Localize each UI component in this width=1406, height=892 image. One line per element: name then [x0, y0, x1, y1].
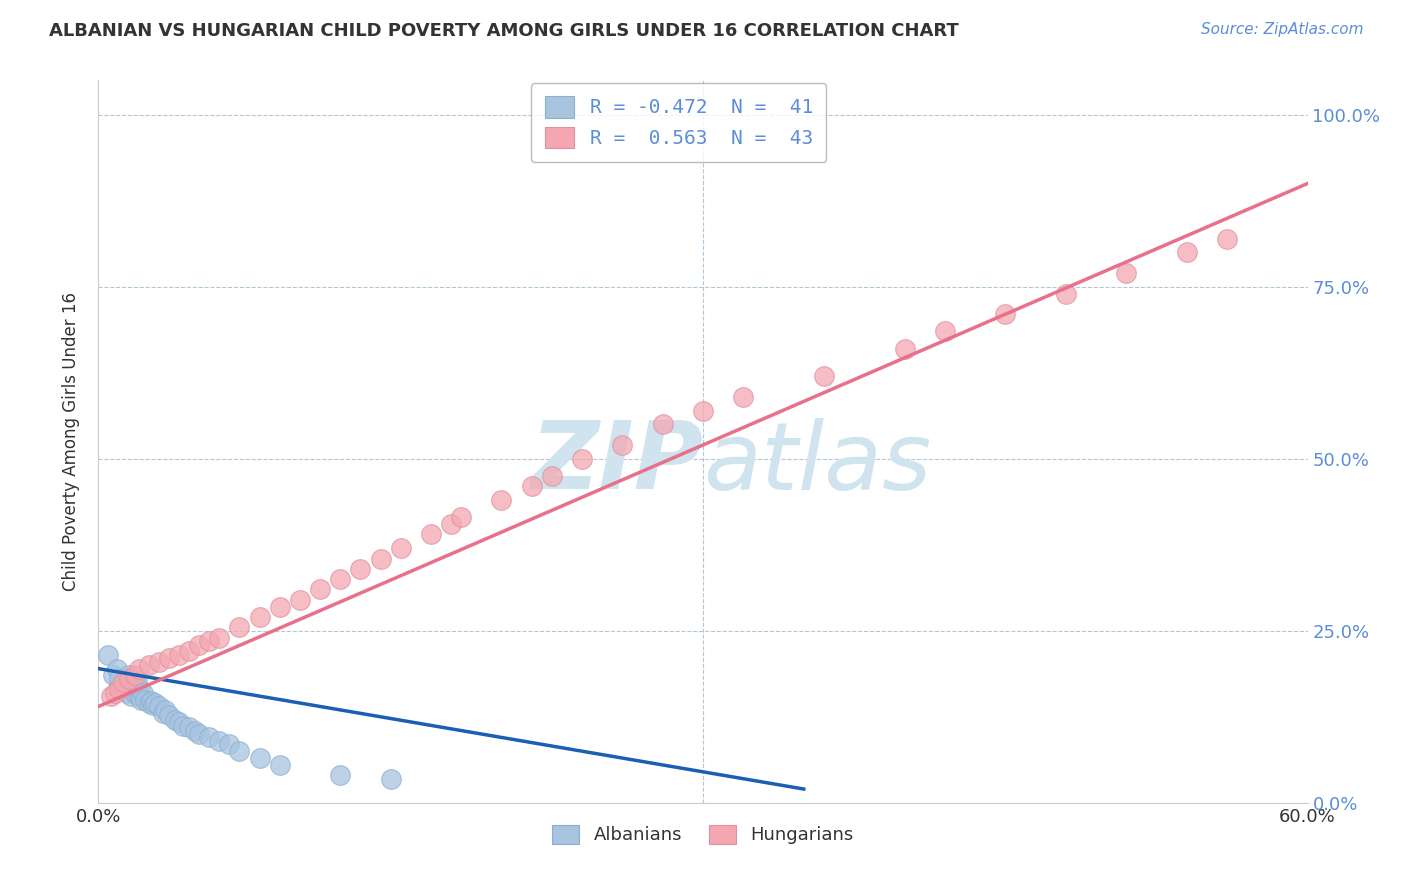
Point	[1216, 231, 1239, 245]
Point	[115, 686, 138, 700]
Point	[157, 651, 180, 665]
Point	[389, 541, 412, 556]
Point	[188, 638, 211, 652]
Point	[167, 714, 190, 729]
Point	[107, 682, 129, 697]
Point	[269, 599, 291, 614]
Point	[520, 479, 543, 493]
Point	[111, 675, 134, 690]
Point	[198, 731, 221, 745]
Point	[440, 517, 463, 532]
Point	[143, 696, 166, 710]
Point	[107, 672, 129, 686]
Point	[692, 403, 714, 417]
Text: Source: ZipAtlas.com: Source: ZipAtlas.com	[1201, 22, 1364, 37]
Point	[148, 655, 170, 669]
Point	[288, 592, 311, 607]
Point	[152, 706, 174, 721]
Point	[208, 734, 231, 748]
Point	[228, 620, 250, 634]
Point	[172, 719, 194, 733]
Point	[309, 582, 332, 597]
Point	[124, 668, 146, 682]
Point	[138, 696, 160, 710]
Point	[129, 692, 152, 706]
Point	[218, 737, 240, 751]
Point	[184, 723, 207, 738]
Point	[111, 682, 134, 697]
Point	[934, 325, 956, 339]
Point	[167, 648, 190, 662]
Point	[208, 631, 231, 645]
Legend: Albanians, Hungarians: Albanians, Hungarians	[546, 818, 860, 852]
Y-axis label: Child Poverty Among Girls Under 16: Child Poverty Among Girls Under 16	[62, 292, 80, 591]
Point	[249, 610, 271, 624]
Point	[269, 758, 291, 772]
Point	[163, 713, 186, 727]
Point	[124, 686, 146, 700]
Point	[100, 689, 122, 703]
Point	[153, 703, 176, 717]
Point	[118, 672, 141, 686]
Point	[128, 689, 150, 703]
Point	[612, 438, 634, 452]
Point	[1115, 266, 1137, 280]
Point	[97, 648, 120, 662]
Point	[118, 679, 141, 693]
Point	[128, 682, 150, 697]
Point	[420, 527, 443, 541]
Point	[329, 572, 352, 586]
Point	[105, 662, 128, 676]
Point	[370, 551, 392, 566]
Point	[893, 342, 915, 356]
Point	[249, 751, 271, 765]
Point	[198, 634, 221, 648]
Point	[813, 369, 835, 384]
Point	[349, 562, 371, 576]
Point	[188, 727, 211, 741]
Text: atlas: atlas	[703, 417, 931, 508]
Point	[1175, 245, 1198, 260]
Text: ZIP: ZIP	[530, 417, 703, 509]
Point	[118, 668, 141, 682]
Point	[142, 698, 165, 712]
Point	[491, 493, 513, 508]
Point	[1054, 286, 1077, 301]
Point	[128, 662, 150, 676]
Point	[651, 417, 673, 432]
Point	[733, 390, 755, 404]
Point	[120, 689, 142, 703]
Point	[329, 768, 352, 782]
Point	[179, 644, 201, 658]
Point	[134, 692, 156, 706]
Point	[138, 658, 160, 673]
Point	[450, 510, 472, 524]
Point	[121, 682, 143, 697]
Point	[228, 744, 250, 758]
Point	[157, 707, 180, 722]
Text: ALBANIAN VS HUNGARIAN CHILD POVERTY AMONG GIRLS UNDER 16 CORRELATION CHART: ALBANIAN VS HUNGARIAN CHILD POVERTY AMON…	[49, 22, 959, 40]
Point	[103, 686, 125, 700]
Point	[132, 686, 155, 700]
Point	[148, 699, 170, 714]
Point	[994, 307, 1017, 321]
Point	[179, 720, 201, 734]
Point	[101, 668, 124, 682]
Point	[571, 451, 593, 466]
Point	[139, 694, 162, 708]
Point	[114, 675, 136, 690]
Point	[107, 679, 129, 693]
Point	[125, 675, 148, 690]
Point	[380, 772, 402, 786]
Point	[540, 469, 562, 483]
